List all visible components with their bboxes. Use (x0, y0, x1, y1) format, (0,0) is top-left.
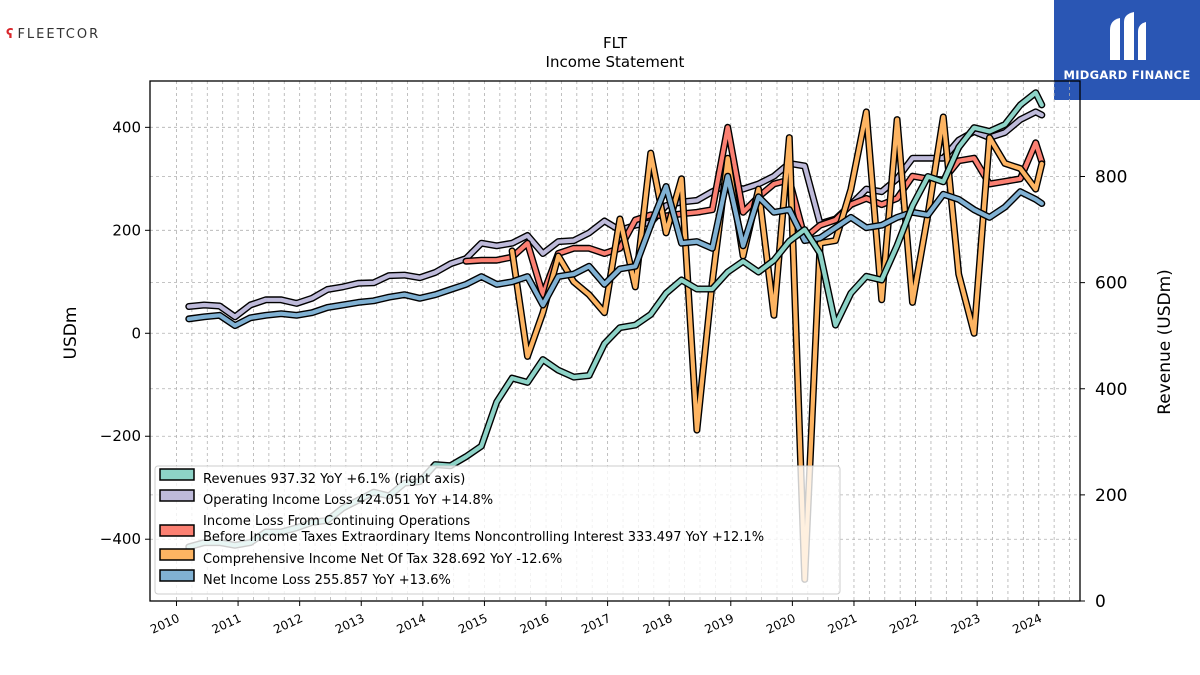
series-3-line (509, 109, 1044, 582)
x-tick-label: 2019 (702, 611, 736, 637)
x-tick-label: 2022 (887, 611, 921, 637)
y-axis-label: USDm (61, 307, 81, 360)
plot-frame (149, 80, 1081, 602)
legend-swatch (159, 489, 195, 502)
x-tick-label: 2010 (148, 611, 182, 637)
y2-tick-label: 800 (1095, 168, 1127, 188)
legend-label: Operating Income Loss 424.051 YoY +14.8% (203, 493, 493, 508)
x-tick-label: 2014 (395, 611, 429, 637)
fleetcor-logo-text: FLEETCOR (17, 27, 101, 42)
legend-label: Revenues 937.32 YoY +6.1% (right axis) (203, 472, 465, 487)
legend-box (154, 465, 841, 595)
x-tick-label: 2016 (518, 611, 552, 637)
y2-tick-label: 400 (1095, 380, 1127, 400)
legend-swatch (159, 548, 195, 561)
y2-tick-label: 600 (1095, 274, 1127, 294)
legend-swatch (159, 524, 195, 537)
chart-subtitle: Income Statement (546, 53, 685, 71)
y-tick-label: 200 (112, 221, 141, 239)
x-tick-label: 2023 (949, 611, 983, 637)
y-axis-left: −400 −200 0 200 400 (100, 118, 150, 548)
y2-tick-label: 0 (1095, 592, 1106, 612)
x-tick-label: 2012 (271, 611, 305, 637)
legend-label: Net Income Loss 255.857 YoY +13.6% (203, 573, 451, 588)
fleetcor-mark-icon: ʕ (6, 27, 16, 42)
x-tick-label: 2021 (826, 611, 860, 637)
y2-tick-label: 200 (1095, 486, 1127, 506)
y-axis-right: 0 200 400 600 800 (1080, 168, 1127, 612)
y-tick-label: 0 (131, 324, 141, 342)
legend-label: Before Income Taxes Extraordinary Items … (203, 530, 764, 545)
series-lines (185, 89, 1046, 583)
legend-label: Comprehensive Income Net Of Tax 328.692 … (203, 552, 562, 567)
legend: Revenues 937.32 YoY +6.1% (right axis) Op… (154, 465, 841, 595)
x-tick-label: 2011 (210, 611, 244, 637)
x-tick-label: 2013 (333, 611, 367, 637)
chart-title: FLT (603, 34, 628, 52)
x-axis: 2010 2011 2012 2013 2014 2015 2016 2017 2018 2019… (148, 601, 1044, 637)
midgard-finance-logo: MIDGARD FINANCE (1054, 0, 1200, 100)
x-tick-label: 2018 (641, 611, 675, 637)
x-tick-label: 2017 (579, 611, 613, 637)
legend-swatch (159, 569, 195, 582)
x-tick-label: 2015 (456, 611, 490, 637)
fleetcor-logo: ʕ FLEETCOR (6, 27, 100, 42)
midgard-finance-logo-text: MIDGARD FINANCE (1063, 68, 1191, 82)
legend-label: Income Loss From Continuing Operations (203, 514, 470, 529)
y-tick-label: 400 (112, 118, 141, 136)
x-tick-label: 2020 (764, 611, 798, 637)
legend-swatch (159, 468, 195, 481)
y-tick-label: −400 (100, 530, 141, 548)
y-tick-label: −200 (100, 427, 141, 445)
x-tick-label: 2024 (1010, 611, 1044, 637)
midgard-emblem-icon (1110, 12, 1146, 60)
y2-axis-label: Revenue (USDm) (1155, 269, 1175, 415)
